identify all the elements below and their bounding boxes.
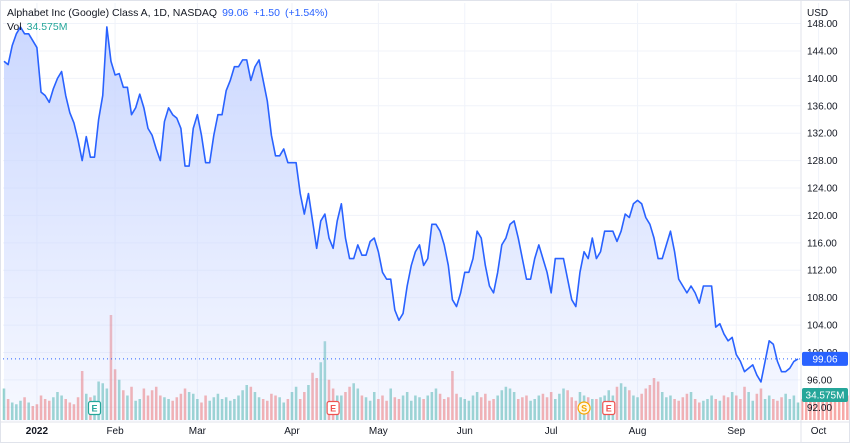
volume-label[interactable]: Vol <box>7 21 22 33</box>
symbol-row: Alphabet Inc (Google) Class A, 1D, NASDA… <box>7 6 328 20</box>
price-tick-label: 132.00 <box>807 129 838 140</box>
svg-text:E: E <box>606 404 612 414</box>
symbol-name[interactable]: Alphabet Inc (Google) Class A, 1D, NASDA… <box>7 7 218 19</box>
price-tick-label: 96.00 <box>807 375 832 386</box>
price-tick-label: 136.00 <box>807 101 838 112</box>
volume-bar <box>804 397 808 420</box>
time-tick-label: Sep <box>727 426 745 437</box>
chart-legend: Alphabet Inc (Google) Class A, 1D, NASDA… <box>7 6 328 34</box>
price-tick-label: 104.00 <box>807 321 838 332</box>
volume-bar <box>837 399 841 420</box>
volume-bar <box>825 397 829 420</box>
earnings-marker-icon[interactable]: E <box>87 400 102 416</box>
svg-text:E: E <box>330 404 336 414</box>
price-tick-label: 108.00 <box>807 293 838 304</box>
price-change-percent: (+1.54%) <box>284 7 328 19</box>
price-tick-label: 112.00 <box>807 266 837 277</box>
price-tick-label: 92.00 <box>807 403 832 414</box>
time-tick-label: May <box>369 426 388 437</box>
svg-text:S: S <box>581 404 587 414</box>
last-value-labels: 99.06 34.575M <box>802 351 848 402</box>
time-tick-label: Oct <box>811 426 827 437</box>
price-tick-label: 128.00 <box>807 156 838 167</box>
volume-bar <box>2 388 6 420</box>
volume-bar <box>809 395 812 420</box>
volume-bar <box>800 399 804 420</box>
price-change: +1.50 <box>253 7 280 19</box>
time-tick-label: 2022 <box>26 426 49 437</box>
split-marker-icon[interactable]: S <box>577 401 591 415</box>
area-fill <box>4 26 798 421</box>
svg-text:E: E <box>91 404 97 414</box>
time-tick-label: Apr <box>284 426 300 437</box>
price-tick-label: 144.00 <box>807 46 838 57</box>
price-axis[interactable]: 92.0096.00100.00104.00108.00112.00116.00… <box>800 1 838 442</box>
volume-bar <box>821 395 824 420</box>
volume-bar <box>817 399 820 420</box>
last-price: 99.06 <box>222 7 249 19</box>
last-price-badge: 99.06 <box>802 351 848 366</box>
price-tick-label: 148.00 <box>807 19 838 30</box>
volume-row: Vol 34.575M <box>7 20 328 34</box>
earnings-marker-icon[interactable]: E <box>326 400 340 416</box>
volume-bar <box>833 400 837 420</box>
time-tick-label: Jun <box>457 426 473 437</box>
price-tick-label: 116.00 <box>807 238 837 249</box>
price-tick-label: 124.00 <box>807 184 838 195</box>
time-tick-label: Mar <box>189 426 207 437</box>
price-tick-label: 120.00 <box>807 211 838 222</box>
price-line <box>3 26 799 383</box>
earnings-marker-icon[interactable]: E <box>602 400 616 416</box>
volume-value: 34.575M <box>26 21 68 33</box>
svg-text:99.06: 99.06 <box>812 354 837 365</box>
volume-badge: 34.575M <box>802 388 848 402</box>
price-tick-label: 140.00 <box>807 74 838 85</box>
currency-label: USD <box>807 8 828 19</box>
volume-bar <box>813 400 816 420</box>
price-area <box>3 26 801 421</box>
time-tick-label: Feb <box>106 426 124 437</box>
volume-bar <box>829 399 833 420</box>
time-tick-label: Jul <box>545 426 558 437</box>
time-axis[interactable]: 2022 Feb Mar Apr May Jun Jul Aug Sep Oct <box>1 421 849 437</box>
time-tick-label: Aug <box>629 426 647 437</box>
volume-bar <box>841 397 845 420</box>
volume-bar <box>846 395 849 420</box>
svg-text:34.575M: 34.575M <box>806 391 845 402</box>
